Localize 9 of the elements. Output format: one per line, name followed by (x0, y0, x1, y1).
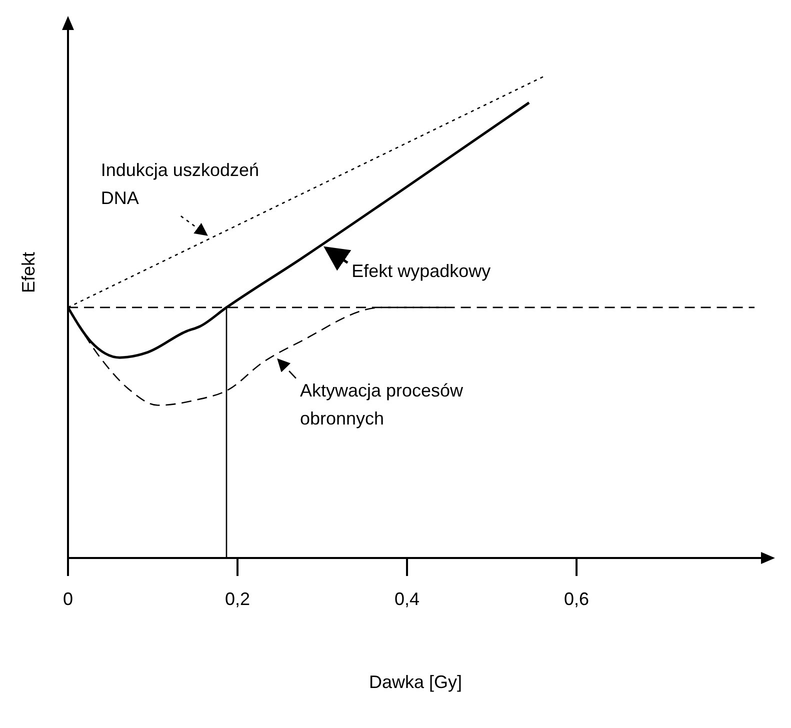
x-tick-label: 0,6 (564, 588, 590, 609)
series-label: Indukcja uszkodzeń DNA (100, 160, 260, 208)
legend-label: Aktywacja procesów obronnych (300, 380, 464, 428)
x-tick-label: 0,2 (224, 588, 250, 609)
x-tick-label: 0,4 (394, 588, 420, 609)
y-axis-title: Efekt (18, 252, 38, 293)
x-axis-title: Dawka [Gy] (368, 672, 462, 692)
legend-label: Efekt wypadkowy (352, 260, 491, 281)
x-tick-label: 0 (62, 588, 74, 609)
